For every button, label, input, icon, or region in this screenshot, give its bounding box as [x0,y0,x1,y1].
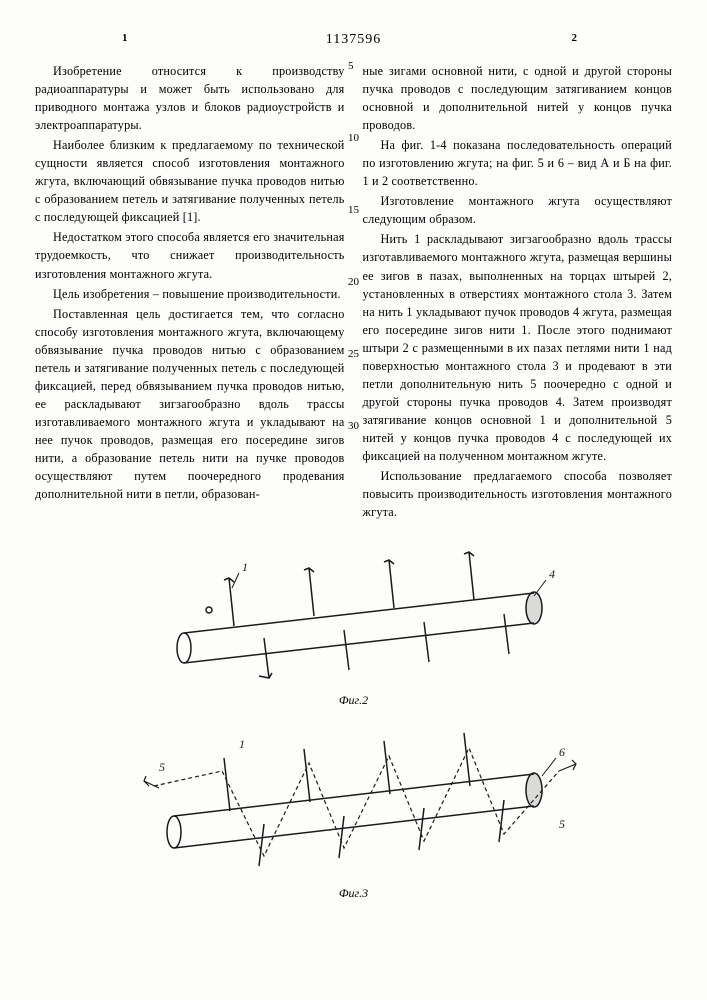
callout-label: 5 [159,760,165,774]
page-number-right: 2 [572,32,578,44]
figure-area: 1 4 Фиг.2 [35,538,672,901]
paragraph: Недостатком этого способа является его з… [35,228,345,282]
paragraph: ные зигами основной нити, с одной и друг… [363,62,673,134]
paragraph: Изобретение относится к производству рад… [35,62,345,134]
line-number-gutter: 5 10 15 20 25 30 [348,60,359,432]
right-column: ные зигами основной нити, с одной и друг… [363,62,673,523]
document-number: 1137596 [326,32,381,48]
paragraph: На фиг. 1-4 показана последовательность … [363,136,673,190]
figure-3-drawing: 5 1 5 6 [104,716,604,886]
line-marker: 10 [348,132,359,144]
line-marker: 5 [348,60,359,72]
line-marker: 20 [348,276,359,288]
figure-2-label: Фиг.2 [35,693,672,708]
left-column: Изобретение относится к производству рад… [35,62,345,523]
line-marker: 30 [348,420,359,432]
paragraph: Нить 1 раскладывают зигзагообразно вдоль… [363,230,673,465]
paragraph: Изготовление монтажного жгута осуществля… [363,192,673,228]
callout-label: 1 [239,737,245,751]
paragraph: Поставленная цель достигается тем, что с… [35,305,345,504]
figure-2-drawing: 1 4 [114,538,594,693]
paragraph: Цель изобретения – повышение производите… [35,285,345,303]
paragraph: Использование предлагаемого способа позв… [363,467,673,521]
callout-label: 4 [549,567,555,581]
figure-3-label: Фиг.3 [35,886,672,901]
paragraph: Наиболее близким к предлагаемому по техн… [35,136,345,226]
line-marker: 25 [348,348,359,360]
callout-label: 5 [559,817,565,831]
callout-label: 1 [242,560,248,574]
callout-label: 6 [559,745,565,759]
line-marker: 15 [348,204,359,216]
page-number-left: 1 [122,32,128,44]
